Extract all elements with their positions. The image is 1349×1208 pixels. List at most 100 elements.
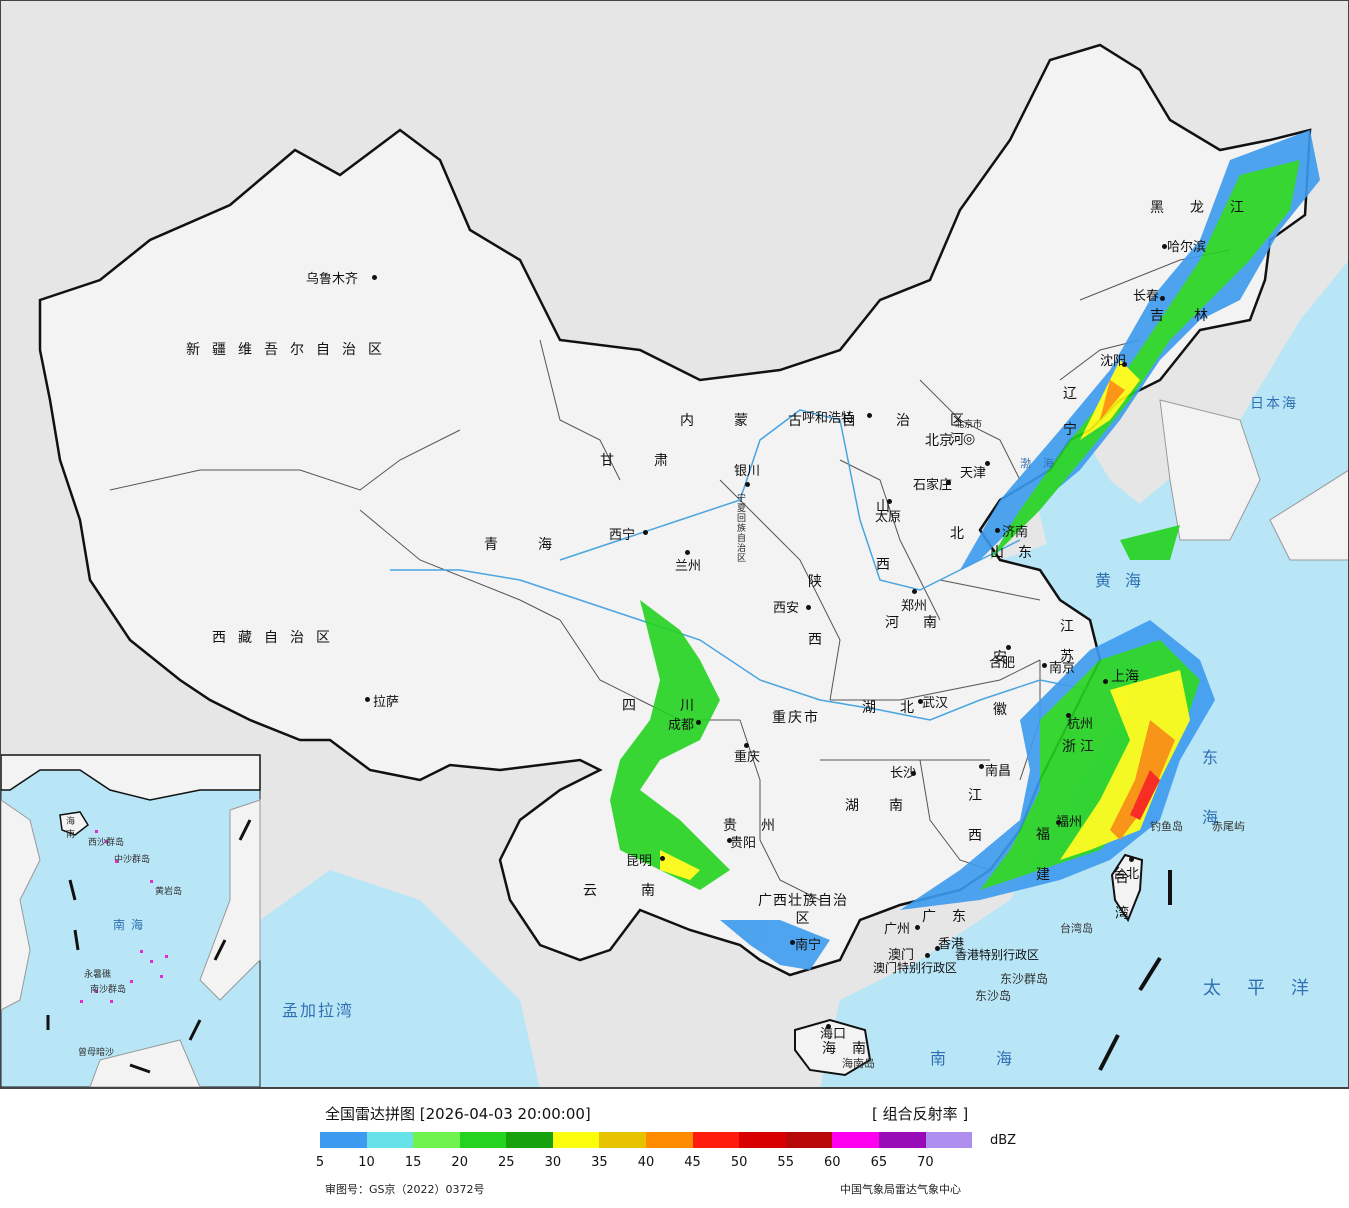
- radar-echoes: [610, 130, 1320, 970]
- south-sea-inset: [0, 754, 261, 1088]
- city-marker: [660, 856, 665, 861]
- color-scale-tick: 50: [730, 1155, 748, 1170]
- city-label-nanjing: 南京: [1049, 661, 1076, 676]
- city-marker: [365, 697, 370, 702]
- color-swatch: [832, 1132, 879, 1148]
- city-marker: [744, 743, 749, 748]
- province-label-jiangxi: 江西: [968, 788, 982, 844]
- sea-label-south: 南海: [930, 1049, 1063, 1068]
- city-label-xining: 西宁: [609, 528, 636, 543]
- city-marker: [1160, 296, 1165, 301]
- city-marker: [790, 940, 795, 945]
- province-label-anhui: 安徽: [993, 650, 1007, 718]
- sea-label-bohai: 渤海: [1020, 457, 1066, 470]
- province-label-sichuan: 四川: [622, 698, 738, 714]
- province-label-shaanxi: 陕西: [808, 574, 822, 648]
- city-label-changchun: 长春: [1133, 289, 1160, 304]
- city-marker: [911, 771, 916, 776]
- city-label-changsha: 长沙: [890, 766, 917, 781]
- city-label-kunming: 昆明: [626, 854, 653, 869]
- sea-label-east: 东海: [1202, 748, 1233, 827]
- label-hainan-island: 海南岛: [842, 1057, 875, 1070]
- city-label-shenyang: 沈阳: [1100, 354, 1127, 369]
- label-diaoyu: 钓鱼岛: [1150, 820, 1183, 833]
- province-label-xizang: 西藏自治区: [212, 630, 342, 646]
- city-marker: [1042, 663, 1047, 668]
- city-label-hongkong: 香港: [938, 937, 965, 952]
- city-marker: [1066, 713, 1071, 718]
- color-scale-tick: 25: [498, 1155, 515, 1170]
- city-marker: [685, 550, 690, 555]
- province-label-hainan: 海南: [822, 1041, 882, 1057]
- city-label-chongqing: 重庆: [734, 750, 761, 765]
- city-label-beijing: 北京: [925, 433, 953, 449]
- color-scale-bar: [320, 1132, 973, 1148]
- color-swatch: [599, 1132, 647, 1148]
- city-marker: [806, 605, 811, 610]
- color-swatch: [506, 1132, 553, 1148]
- color-scale-tick: 45: [684, 1155, 701, 1170]
- inset-south-sea-label: 南海: [113, 918, 150, 932]
- city-marker: [925, 953, 930, 958]
- city-label-jinan: 济南: [1002, 525, 1029, 540]
- city-marker: [1056, 820, 1061, 825]
- city-label-taiyuan: 太原: [875, 510, 902, 525]
- color-scale-tick: 65: [870, 1155, 888, 1170]
- city-label-tianjin: 天津: [960, 466, 987, 481]
- city-label-lanzhou: 兰州: [675, 559, 702, 574]
- color-swatch: [785, 1132, 833, 1148]
- province-label-zhejiang: 浙江: [1062, 739, 1098, 755]
- city-marker: [1122, 362, 1127, 367]
- city-marker: [643, 530, 648, 535]
- color-swatch: [459, 1132, 507, 1148]
- province-label-ningxia: 宁夏回族自治区: [737, 494, 747, 564]
- city-label-xian: 西安: [773, 601, 800, 616]
- city-label-shijiazhuang: 石家庄: [913, 478, 953, 493]
- label-chiwei: 赤尾屿: [1212, 820, 1245, 833]
- city-label-shanghai: 上海: [1111, 669, 1139, 685]
- legend-panel: 全国雷达拼图 [2026-04-03 20:00:00] [ 组合反射率 ] 5…: [0, 1089, 1349, 1208]
- city-marker: [745, 482, 750, 487]
- sea-label-japan: 日本海: [1250, 396, 1298, 412]
- city-marker: [946, 480, 951, 485]
- label-taiwan-island: 台湾岛: [1060, 922, 1093, 935]
- province-label-gansu: 甘肃: [600, 453, 708, 469]
- province-label-shanxi: 山西: [876, 499, 890, 573]
- province-label-guangxi: 广西壮族自治区: [758, 893, 848, 927]
- capital-marker-icon: ◎: [963, 431, 976, 447]
- inset-xisha-label: 西沙群岛: [88, 838, 125, 848]
- label-dongsha-island: 东沙岛: [975, 989, 1012, 1003]
- rivers: [390, 409, 1091, 721]
- city-label-chengdu: 成都: [668, 718, 695, 733]
- bay-of-bengal-area: [260, 870, 540, 1088]
- province-label-jilin: 吉林: [1150, 308, 1238, 324]
- province-label-qinghai: 青海: [484, 537, 592, 553]
- japan-land: [1269, 469, 1349, 561]
- province-label-guangdong: 广东: [922, 909, 982, 925]
- legend-unit: dBZ: [990, 1133, 1017, 1148]
- city-marker: [826, 1024, 831, 1029]
- city-label-taibei: 台北: [1113, 867, 1140, 882]
- city-marker: [918, 699, 923, 704]
- korea-land: [1159, 399, 1261, 541]
- color-swatch: [646, 1132, 693, 1148]
- city-label-nanning: 南宁: [795, 938, 822, 953]
- city-label-hangzhou: 杭州: [1067, 717, 1094, 732]
- color-scale-tick: 55: [777, 1155, 794, 1170]
- color-swatch: [366, 1132, 414, 1148]
- city-label-huhehaote: 呼和浩特: [802, 411, 855, 426]
- approval-number: 审图号：GS京（2022）0372号: [325, 1183, 485, 1196]
- city-label-nanchang: 南昌: [985, 764, 1012, 779]
- city-label-haerbin: 哈尔滨: [1167, 240, 1207, 255]
- china-landmass: [38, 43, 1312, 977]
- legend-product: [ 组合反射率 ]: [872, 1105, 969, 1123]
- radar-map: 新疆维吾尔自治区 西藏自治区 青海 甘肃 四川 云南 贵州 重庆市 湖北 湖南 …: [0, 0, 1349, 1089]
- province-label-guizhou: 贵州: [723, 818, 799, 834]
- color-scale-tick: 35: [591, 1155, 608, 1170]
- inset-huangyan-label: 黄岩岛: [155, 887, 183, 897]
- color-scale-tick: 15: [404, 1155, 422, 1170]
- province-label-heilongjiang: 黑龙江: [1150, 200, 1270, 216]
- color-scale-tick: 40: [637, 1155, 655, 1170]
- label-dongsha-islands: 东沙群岛: [1000, 972, 1049, 986]
- city-marker: [1006, 645, 1011, 650]
